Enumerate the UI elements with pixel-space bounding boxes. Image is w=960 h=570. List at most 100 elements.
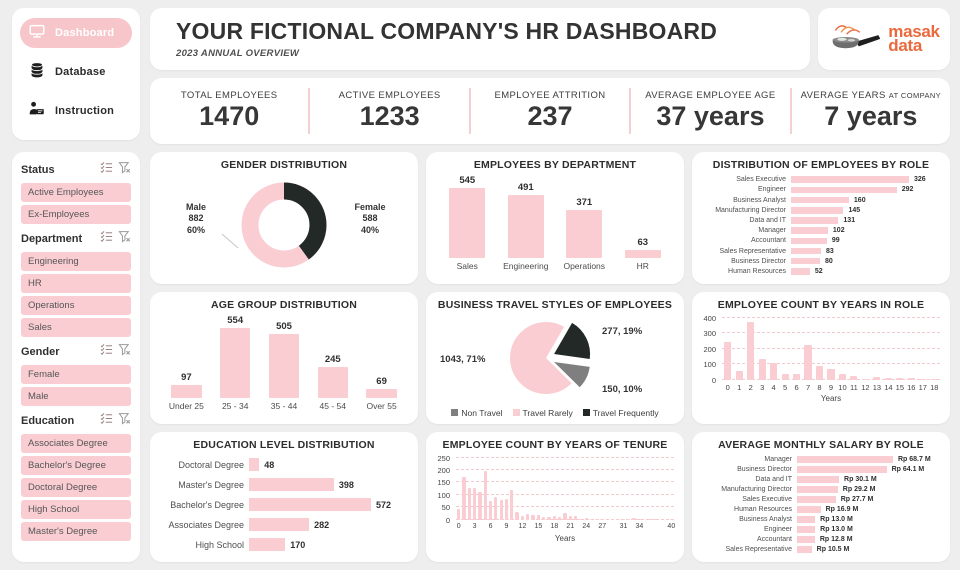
bar-year-25[interactable] [589,518,594,520]
bar-year-2[interactable] [467,488,471,520]
bar-25 - 34[interactable] [220,327,251,398]
bar-Accountant[interactable] [797,536,815,543]
bar-year-29[interactable] [611,518,615,520]
bar-year-8[interactable] [499,499,503,520]
bar-year-0[interactable] [724,341,732,380]
bar-Doctoral Degree[interactable] [249,458,260,472]
bar-year-6[interactable] [792,373,801,380]
bar-Bachelor's Degree[interactable] [249,498,371,512]
bar-year-9[interactable] [504,499,509,520]
select-all-icon[interactable] [100,161,113,179]
bar-Sales Executive[interactable] [791,176,909,183]
select-all-icon[interactable] [100,343,113,361]
bar-Operations[interactable] [566,209,603,258]
bar-Business Director[interactable] [797,466,887,473]
clear-filter-icon[interactable] [118,343,131,361]
bar-year-12[interactable] [520,516,525,520]
slicer-option-sales[interactable]: Sales [21,318,131,337]
bar-Business Director[interactable] [791,257,820,265]
nav-item-instruction[interactable]: Instruction [20,96,132,126]
bar-Sales[interactable] [449,187,486,258]
bar-year-10[interactable] [838,374,846,380]
bar-year-19[interactable] [557,516,562,520]
bar-Human Resources[interactable] [791,268,810,275]
bar-year-22[interactable] [573,515,578,520]
bar-year-8[interactable] [815,365,824,380]
bar-year-2[interactable] [747,321,755,380]
bar-year-30[interactable] [616,518,620,520]
slicer-option-ex-employees[interactable]: Ex-Employees [21,205,131,224]
select-all-icon[interactable] [100,230,113,248]
slicer-option-operations[interactable]: Operations [21,296,131,315]
select-all-icon[interactable] [100,412,113,430]
clear-filter-icon[interactable] [118,230,131,248]
bar-year-40[interactable] [669,518,673,520]
bar-year-14[interactable] [531,515,535,520]
bar-Engineer[interactable] [797,526,816,533]
bar-High School[interactable] [249,538,286,552]
legend-item-travel-frequently[interactable]: Travel Frequently [582,408,659,418]
bar-year-6[interactable] [488,500,493,520]
bar-35 - 44[interactable] [268,333,300,398]
bar-Data and IT[interactable] [791,217,839,224]
bar-year-13[interactable] [873,377,881,380]
bar-year-37[interactable] [653,518,657,520]
bar-year-17[interactable] [547,517,551,520]
bar-45 - 54[interactable] [317,366,348,398]
bar-year-24[interactable] [584,518,588,520]
bar-year-26[interactable] [595,518,599,520]
legend-item-travel-rarely[interactable]: Travel Rarely [512,408,573,418]
slicer-option-associates-degree[interactable]: Associates Degree [21,434,131,453]
bar-year-13[interactable] [526,513,530,520]
bar-Over 55[interactable] [366,388,397,398]
slicer-option-master-s-degree[interactable]: Master's Degree [21,522,131,541]
bar-Data and IT[interactable] [797,476,840,483]
slicer-option-doctoral-degree[interactable]: Doctoral Degree [21,478,131,497]
bar-year-16[interactable] [907,378,915,380]
bar-year-11[interactable] [850,376,858,380]
slicer-option-female[interactable]: Female [21,365,131,384]
slicer-option-high-school[interactable]: High School [21,500,131,519]
bar-year-7[interactable] [804,345,812,380]
bar-Manufacturing Director[interactable] [791,207,844,214]
bar-year-0[interactable] [457,508,461,520]
clear-filter-icon[interactable] [118,161,131,179]
bar-Human Resources[interactable] [797,506,821,513]
bar-year-18[interactable] [552,516,556,520]
bar-year-36[interactable] [648,518,652,520]
bar-year-7[interactable] [494,497,498,520]
bar-year-5[interactable] [483,471,487,520]
donut-slice-female[interactable] [241,182,327,268]
bar-year-34[interactable] [637,518,641,520]
bar-year-21[interactable] [568,516,572,520]
pie-slice-non-travel[interactable] [554,361,590,387]
bar-year-11[interactable] [515,511,519,520]
bar-year-14[interactable] [884,378,892,380]
pie-slice-travel-frequently[interactable] [554,322,591,359]
bar-Manager[interactable] [791,227,828,234]
nav-item-database[interactable]: Database [20,57,132,87]
bar-year-1[interactable] [735,370,743,380]
bar-year-32[interactable] [627,518,631,520]
slicer-option-active-employees[interactable]: Active Employees [21,183,131,202]
bar-year-16[interactable] [542,516,546,520]
bar-Sales Executive[interactable] [797,496,836,503]
bar-Master's Degree[interactable] [249,478,334,492]
bar-year-1[interactable] [462,477,466,520]
bar-Engineering[interactable] [507,194,544,258]
slicer-option-male[interactable]: Male [21,387,131,406]
bar-year-4[interactable] [478,492,482,520]
slicer-option-hr[interactable]: HR [21,274,131,293]
slicer-option-bachelor-s-degree[interactable]: Bachelor's Degree [21,456,131,475]
bar-Sales Representative[interactable] [791,247,822,255]
bar-year-10[interactable] [510,489,514,520]
bar-year-3[interactable] [758,358,766,380]
bar-Associates Degree[interactable] [249,518,310,532]
pie-slice-travel-rarely[interactable] [510,321,572,394]
legend-item-non-travel[interactable]: Non Travel [451,408,503,418]
bar-Sales Representative[interactable] [797,546,812,553]
bar-year-4[interactable] [770,363,778,380]
bar-Under 25[interactable] [171,385,202,398]
bar-Manager[interactable] [797,456,893,463]
bar-year-31[interactable] [621,518,625,520]
